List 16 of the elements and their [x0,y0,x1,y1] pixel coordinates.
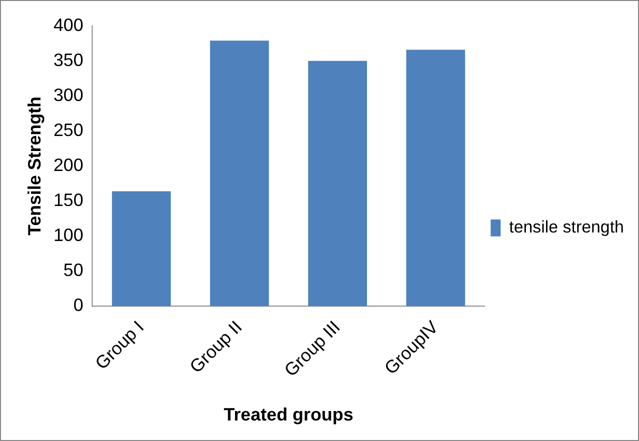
y-tick-label: 300 [53,84,84,105]
legend-label: tensile strength [509,218,624,237]
bar [112,191,171,306]
y-tick-label: 400 [53,14,84,35]
y-tick-label: 0 [73,295,84,316]
y-axis-title: Tensile Strength [24,96,45,236]
bar [210,40,269,306]
y-tick-label: 250 [53,120,84,140]
bar [308,60,367,306]
y-tick-label: 100 [53,225,84,246]
bar [406,50,466,306]
x-axis-title: Treated groups [224,404,354,424]
y-tick-label: 150 [53,190,84,210]
y-tick-label: 200 [53,155,84,175]
y-tick-label: 350 [53,50,84,70]
y-tick-label: 50 [63,260,84,280]
